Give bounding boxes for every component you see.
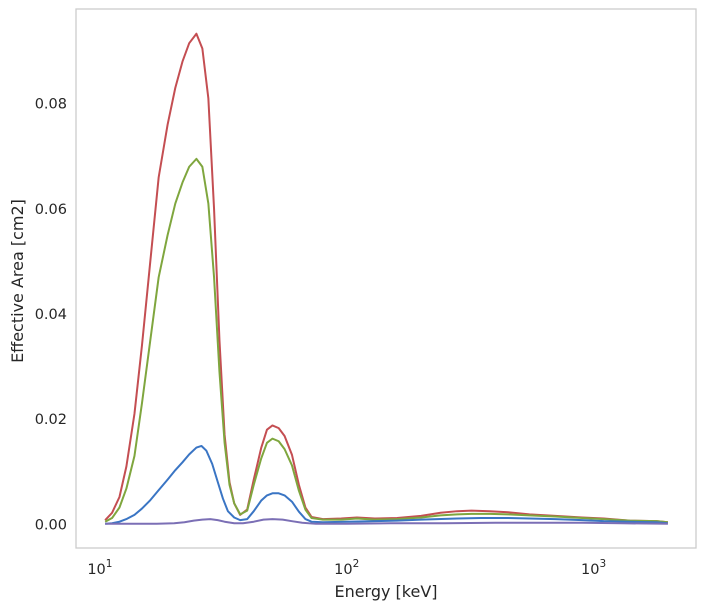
x-tick-label: 102 xyxy=(334,558,359,578)
series-line-2 xyxy=(104,157,668,524)
y-axis-label: Effective Area [cm2] xyxy=(8,199,27,363)
x-tick-label: 103 xyxy=(581,558,606,578)
y-tick-label: 0.06 xyxy=(35,202,67,218)
x-tick-labels: 101 102 103 xyxy=(87,558,606,578)
series-line-4 xyxy=(105,518,668,525)
y-tick-label: 0.00 xyxy=(35,517,67,533)
x-tick-label: 101 xyxy=(87,558,112,578)
y-tick-label: 0.08 xyxy=(35,97,67,113)
series-line-1 xyxy=(104,32,668,524)
series-layer xyxy=(104,32,668,525)
series-line-3 xyxy=(105,444,668,525)
x-axis-label: Energy [keV] xyxy=(334,582,437,601)
y-tick-label: 0.02 xyxy=(35,412,67,428)
y-tick-label: 0.04 xyxy=(35,307,67,323)
y-tick-labels: 0.00 0.02 0.04 0.06 0.08 xyxy=(35,97,67,534)
plot-frame xyxy=(75,8,697,549)
